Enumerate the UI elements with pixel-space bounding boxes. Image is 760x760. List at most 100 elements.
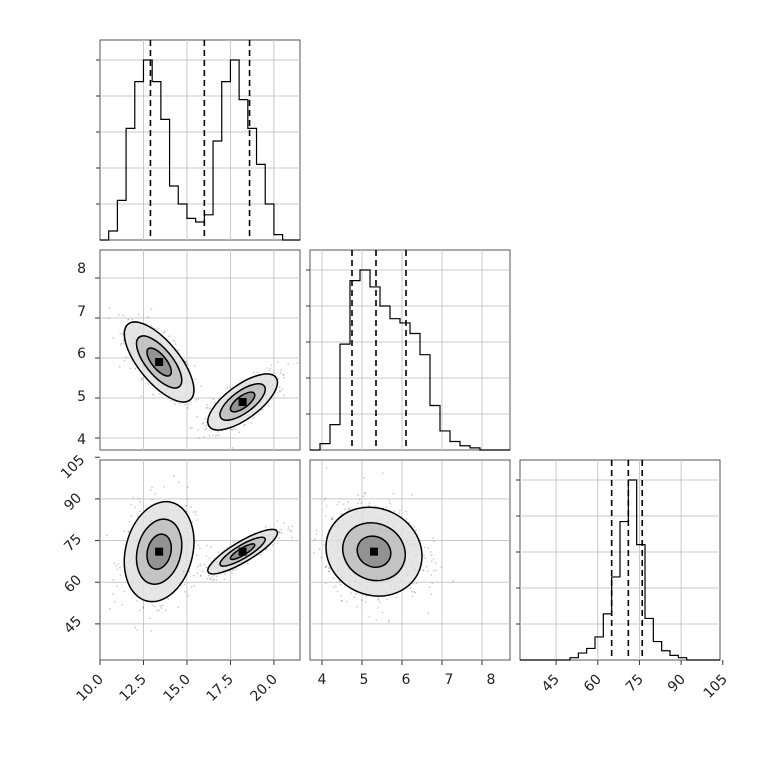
- sample-point: [365, 601, 367, 603]
- sample-point: [289, 529, 291, 532]
- y-tick-label: 8: [77, 261, 86, 277]
- sample-point: [217, 431, 219, 433]
- y-tick-label: 75: [61, 531, 85, 555]
- sample-point: [232, 569, 235, 572]
- sample-point: [336, 590, 339, 593]
- sample-point: [323, 499, 326, 502]
- sample-point: [226, 387, 229, 389]
- sample-point: [178, 402, 180, 405]
- sample-point: [109, 607, 111, 610]
- panel-frame: [99, 459, 301, 661]
- sample-point: [127, 530, 130, 533]
- sample-point: [224, 573, 226, 575]
- sample-point: [338, 580, 341, 583]
- sample-point: [121, 603, 123, 606]
- panel-frame: [309, 459, 511, 661]
- x-tick-labels-col2: 4 5 6 7 8: [318, 672, 496, 688]
- sample-point: [190, 506, 192, 508]
- sample-point: [208, 557, 211, 559]
- sample-point: [150, 324, 153, 327]
- sample-point: [193, 364, 196, 367]
- sample-point: [137, 313, 140, 316]
- sample-point: [141, 377, 144, 380]
- sample-point: [427, 612, 430, 614]
- sample-point: [340, 594, 343, 597]
- sample-point: [283, 376, 285, 379]
- sample-point: [331, 516, 334, 519]
- sample-point: [205, 555, 208, 557]
- sample-point: [203, 564, 206, 566]
- sample-point: [356, 605, 358, 608]
- sample-point: [335, 585, 337, 587]
- sample-point: [296, 362, 299, 364]
- sample-point: [291, 525, 294, 528]
- sample-point: [186, 363, 189, 366]
- sample-point: [291, 536, 293, 539]
- sample-point: [348, 508, 350, 510]
- sample-point: [150, 630, 152, 632]
- x-tick-label: 60: [581, 672, 605, 696]
- sample-point: [283, 394, 285, 397]
- sample-point: [174, 403, 176, 406]
- sample-point: [415, 529, 417, 531]
- sample-point: [344, 508, 346, 511]
- sample-point: [177, 349, 180, 352]
- sample-point: [215, 579, 218, 581]
- sample-point: [156, 609, 159, 612]
- sample-point: [375, 505, 377, 507]
- sample-point: [121, 332, 124, 335]
- sample-point: [106, 534, 108, 537]
- sample-point: [276, 361, 279, 363]
- y-tick-label: 7: [77, 304, 86, 320]
- sample-point: [208, 434, 211, 437]
- sample-point: [336, 503, 339, 506]
- sample-point: [199, 564, 202, 567]
- x-tick-label: 10.0: [73, 672, 106, 705]
- sample-point: [213, 578, 215, 581]
- sample-point: [215, 435, 217, 437]
- sample-point: [325, 566, 327, 568]
- sample-point: [119, 344, 122, 346]
- sample-point: [151, 486, 153, 489]
- sample-point: [440, 566, 443, 569]
- sample-point: [186, 407, 189, 409]
- sample-point: [377, 597, 380, 600]
- sample-point: [193, 585, 195, 587]
- sample-point: [252, 371, 255, 374]
- sample-point: [186, 486, 189, 489]
- sample-point: [191, 521, 194, 523]
- sample-point: [206, 407, 209, 409]
- sample-point: [389, 502, 391, 505]
- sample-point: [405, 510, 407, 513]
- sample-point: [230, 428, 233, 431]
- sample-point: [191, 427, 193, 430]
- sample-point: [209, 545, 212, 548]
- sample-point: [246, 562, 249, 565]
- sample-point: [187, 594, 189, 597]
- sample-point: [280, 532, 283, 534]
- sample-point: [205, 427, 208, 430]
- x-tick-label: 15.0: [160, 672, 193, 705]
- sample-point: [267, 405, 270, 407]
- sample-point: [170, 399, 173, 402]
- sample-point: [315, 533, 318, 535]
- y-tick-label: 4: [77, 432, 86, 448]
- sample-point: [405, 518, 408, 520]
- sample-point: [190, 586, 193, 588]
- sample-point: [205, 406, 208, 409]
- hist-panel-x1: [96, 39, 301, 241]
- sample-point: [333, 586, 335, 588]
- sample-point: [158, 609, 160, 611]
- sample-point: [118, 313, 121, 316]
- sample-point: [269, 367, 272, 370]
- sample-point: [412, 582, 415, 585]
- sample-point: [118, 365, 121, 368]
- sample-point: [278, 386, 281, 389]
- sample-point: [150, 489, 152, 491]
- y-tick-label: 105: [58, 452, 88, 482]
- sample-point: [259, 554, 262, 556]
- sample-point: [142, 606, 145, 608]
- sample-point: [430, 554, 433, 557]
- sample-point: [413, 526, 416, 528]
- sample-point: [167, 597, 170, 600]
